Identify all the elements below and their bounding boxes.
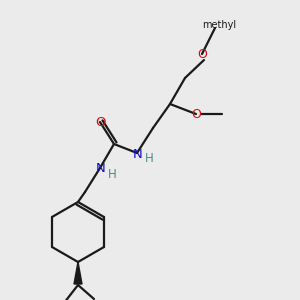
Text: methyl: methyl bbox=[202, 20, 236, 30]
Text: O: O bbox=[191, 107, 201, 121]
Text: O: O bbox=[95, 116, 105, 128]
Text: N: N bbox=[133, 148, 143, 160]
Text: N: N bbox=[96, 163, 106, 176]
Text: H: H bbox=[145, 152, 153, 166]
Text: O: O bbox=[197, 47, 207, 61]
Text: H: H bbox=[108, 167, 116, 181]
Polygon shape bbox=[74, 262, 82, 284]
